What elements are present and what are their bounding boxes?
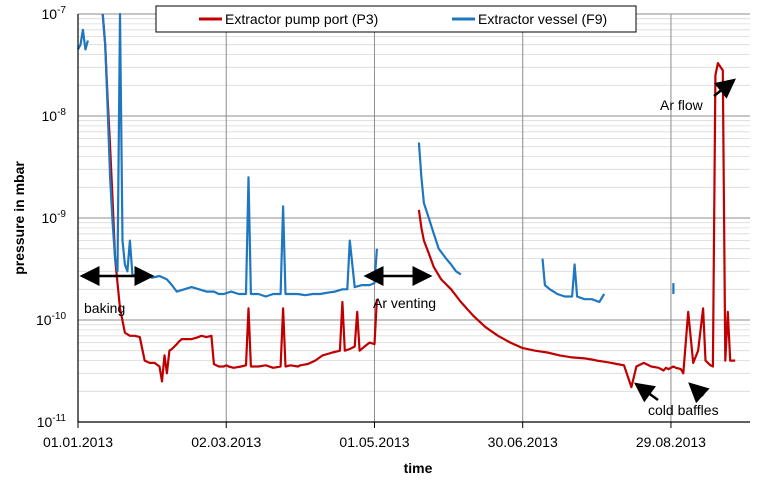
y-axis-title: pressure in mbar <box>11 161 27 275</box>
ar-flow-label: Ar flow <box>660 97 704 113</box>
series-line-p3 <box>101 13 736 389</box>
x-tick-label: 30.06.2013 <box>488 434 558 450</box>
x-axis-title: time <box>404 460 433 476</box>
x-tick-label: 01.01.2013 <box>43 434 113 450</box>
y-tick-label: 10-10 <box>36 311 66 328</box>
tick-labels: 10-11 10-10 10-9 10-8 10-7 01.01.2013 02.03.20… <box>36 5 706 450</box>
y-tick-label: 10-11 <box>37 413 67 430</box>
x-tick-label: 02.03.2013 <box>191 434 261 450</box>
series-layer <box>78 13 736 389</box>
grid <box>77 13 750 423</box>
x-tick-label: 29.08.2013 <box>636 434 706 450</box>
legend: Extractor pump port (P3) Extractor vesse… <box>155 5 637 33</box>
annotations: baking Ar venting cold baffles Ar flow <box>79 78 736 418</box>
axes <box>77 14 750 428</box>
cold-baffles-arrow-left <box>633 382 659 403</box>
ar-flow-arrow <box>713 78 736 99</box>
y-tick-label: 10-8 <box>42 107 67 124</box>
legend-label-f9: Extractor vessel (F9) <box>478 11 607 27</box>
cold-baffles-arrow-right <box>688 382 710 404</box>
legend-label-p3: Extractor pump port (P3) <box>225 11 378 27</box>
legend-box <box>155 5 637 33</box>
y-tick-label: 10-7 <box>42 5 67 22</box>
baking-label: baking <box>84 300 125 316</box>
ar-venting-label: Ar venting <box>373 295 436 311</box>
x-tick-label: 01.05.2013 <box>339 434 409 450</box>
y-tick-label: 10-9 <box>42 209 67 226</box>
cold-baffles-label: cold baffles <box>648 402 719 418</box>
